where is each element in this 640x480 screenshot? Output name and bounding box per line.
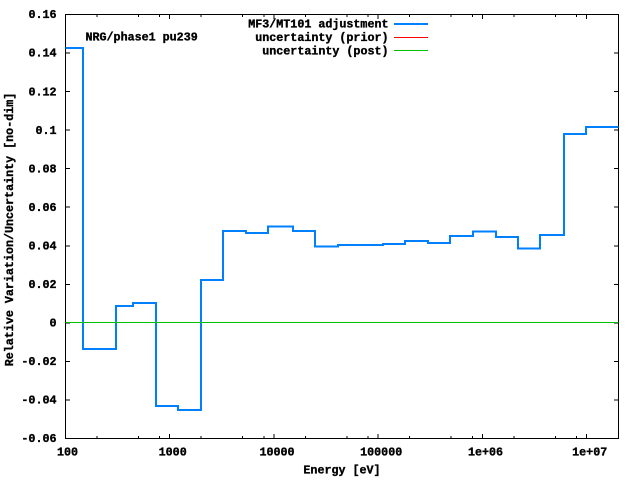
- svg-text:100000: 100000: [360, 446, 402, 460]
- svg-text:uncertainty (post): uncertainty (post): [262, 44, 388, 58]
- svg-text:0.06: 0.06: [28, 201, 56, 215]
- svg-text:0.08: 0.08: [28, 162, 56, 176]
- svg-text:0.04: 0.04: [28, 240, 56, 254]
- svg-text:uncertainty (prior): uncertainty (prior): [255, 31, 388, 45]
- svg-text:1e+07: 1e+07: [572, 446, 607, 460]
- svg-text:-0.04: -0.04: [21, 394, 56, 408]
- svg-text:Relative Variation/Uncertainty: Relative Variation/Uncertainty [no-dim]: [3, 93, 17, 367]
- svg-text:100: 100: [57, 446, 78, 460]
- svg-text:NRG/phase1 pu239: NRG/phase1 pu239: [86, 31, 198, 45]
- svg-text:0: 0: [49, 317, 56, 331]
- svg-text:1e+06: 1e+06: [468, 446, 503, 460]
- svg-text:0.12: 0.12: [28, 85, 56, 99]
- svg-text:0.02: 0.02: [28, 278, 56, 292]
- svg-text:10000: 10000: [259, 446, 294, 460]
- svg-text:-0.02: -0.02: [21, 355, 56, 369]
- svg-text:-0.06: -0.06: [21, 432, 56, 446]
- svg-text:0.16: 0.16: [28, 8, 56, 22]
- svg-text:0.14: 0.14: [28, 47, 56, 61]
- svg-text:Energy [eV]: Energy [eV]: [303, 464, 380, 478]
- svg-text:MF3/MT101 adjustment: MF3/MT101 adjustment: [248, 18, 388, 32]
- svg-text:0.1: 0.1: [35, 124, 56, 138]
- svg-text:1000: 1000: [159, 446, 187, 460]
